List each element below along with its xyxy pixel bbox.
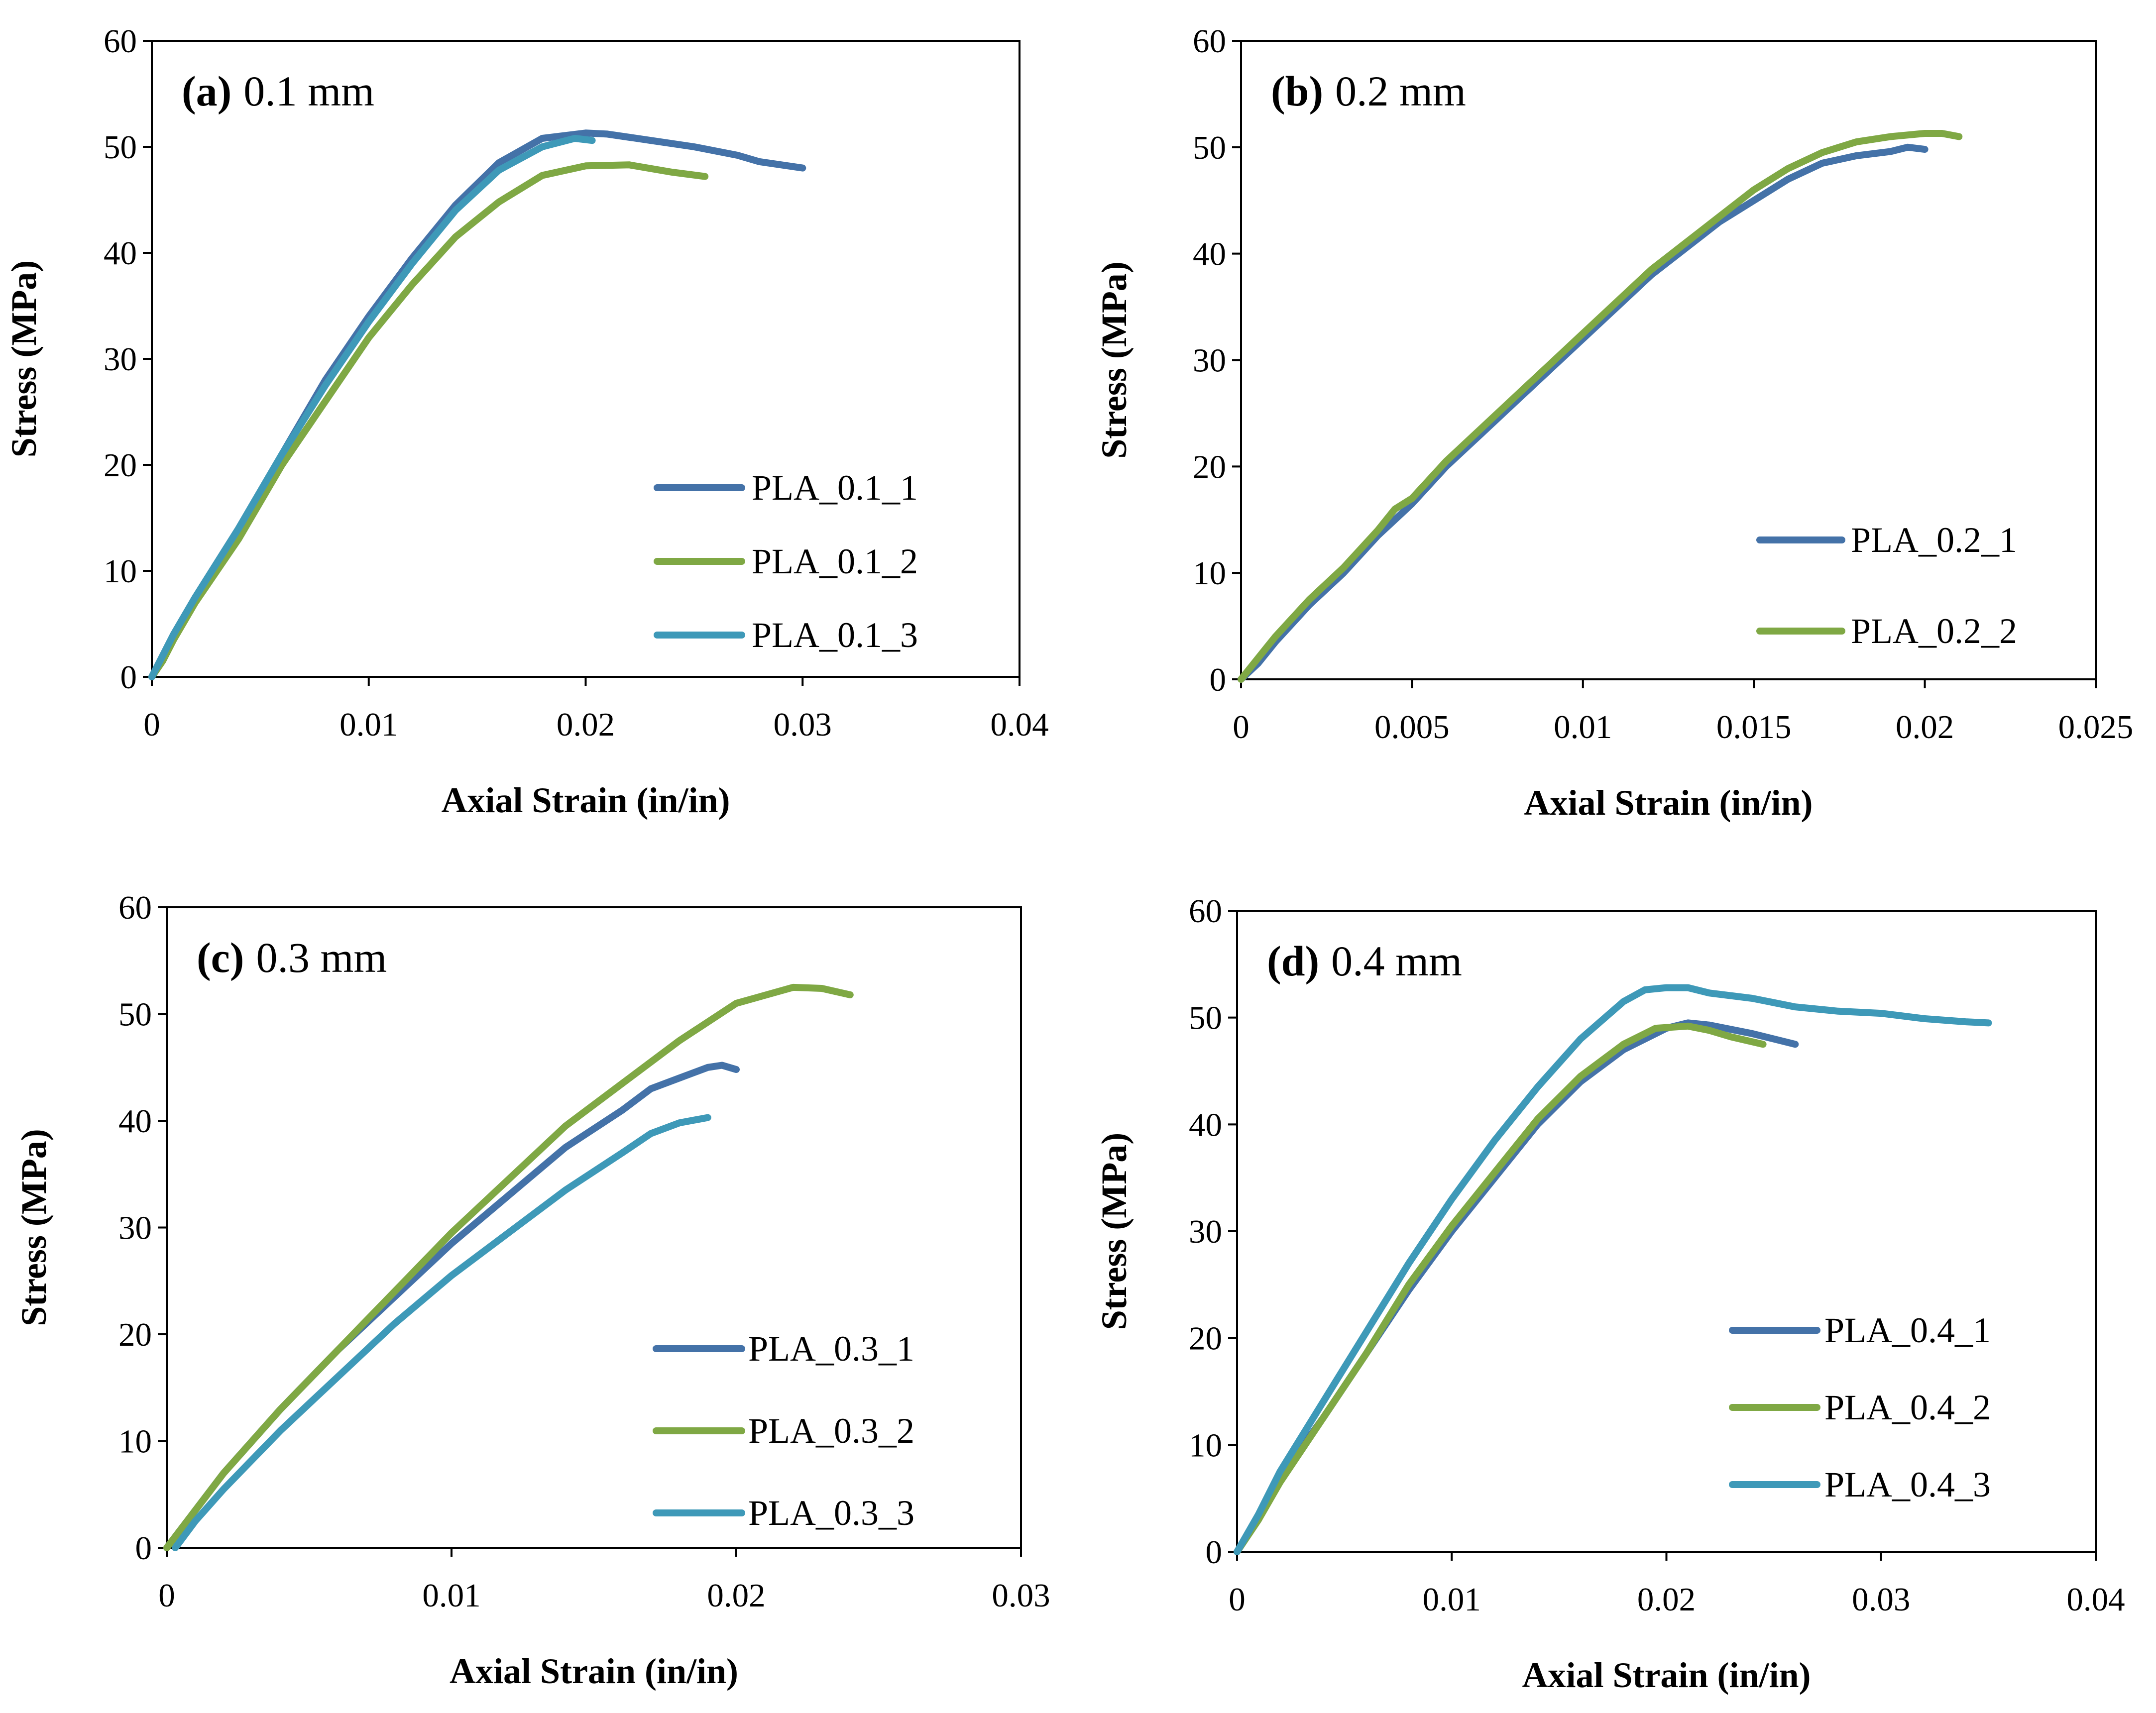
legend-label: PLA_0.2_2 (1851, 611, 2017, 651)
x-tick-label: 0.02 (557, 706, 615, 743)
legend-label: PLA_0.4_3 (1824, 1465, 1991, 1504)
y-tick-label: 60 (104, 23, 137, 60)
y-tick-label: 40 (1189, 1106, 1222, 1143)
series-line-PLA_0.4_1 (1234, 1019, 1799, 1555)
panel-caption: 0.2 mm (1335, 67, 1466, 115)
x-tick-label: 0 (1229, 1581, 1246, 1618)
x-tick-label: 0 (158, 1577, 175, 1614)
legend-label: PLA_0.4_1 (1824, 1310, 1991, 1350)
x-tick-label: 0.03 (992, 1577, 1050, 1614)
x-tick-label: 0.01 (1554, 709, 1612, 746)
x-tick-label: 0.015 (1716, 709, 1792, 746)
series-line-PLA_0.4_3 (1234, 984, 1992, 1555)
panel-letter: (c) (197, 934, 244, 981)
series-line-PLA_0.4_2 (1234, 1022, 1767, 1555)
x-axis-title: Axial Strain (in/in) (1522, 1655, 1811, 1695)
y-tick-label: 60 (1189, 893, 1222, 930)
y-tick-label: 0 (135, 1530, 152, 1567)
y-tick-label: 30 (1189, 1213, 1222, 1250)
panel-caption: 0.4 mm (1331, 937, 1462, 985)
x-tick-label: 0.02 (1896, 709, 1954, 746)
y-axis-title: Stress (MPa) (1094, 261, 1134, 459)
y-tick-label: 0 (1206, 1534, 1223, 1571)
y-axis-title: Stress (MPa) (4, 260, 44, 458)
x-tick-label: 0.02 (1637, 1581, 1696, 1618)
x-tick-label: 0.04 (990, 706, 1048, 743)
y-tick-label: 20 (1189, 1320, 1222, 1357)
legend-label: PLA_0.2_1 (1851, 520, 2017, 560)
legend-label: PLA_0.4_2 (1824, 1388, 1991, 1427)
panel-letter: (b) (1271, 67, 1323, 115)
x-tick-label: 0.005 (1374, 709, 1450, 746)
y-tick-label: 50 (1193, 129, 1226, 166)
x-axis-title: Axial Strain (in/in) (1524, 783, 1813, 823)
panel-caption: 0.3 mm (256, 934, 387, 981)
y-tick-label: 40 (118, 1103, 152, 1140)
y-tick-label: 40 (1193, 236, 1226, 273)
chart-panel-c: 0 10 20 30 40 50 60 0 0.01 0.02 0.03 Axial Strain (… (14, 889, 1050, 1691)
x-tick-label: 0 (143, 706, 160, 743)
y-tick-label: 0 (120, 659, 137, 696)
chart-panel-a: 0 10 20 30 40 50 60 0 0.01 0.02 0.03 0.04 Axial Stra… (4, 23, 1049, 820)
y-tick-label: 50 (1189, 1000, 1222, 1037)
y-axis-title: Stress (MPa) (1094, 1133, 1134, 1330)
chart-panel-b: 0 10 20 30 40 50 60 0 0.005 0.01 0.015 0.02 0.025 Axi… (1094, 23, 2133, 823)
chart-panel-d: 0 10 20 30 40 50 60 0 0.01 0.02 0.03 0.04 Axial Stra… (1094, 893, 2125, 1695)
panel-caption: 0.1 mm (243, 67, 374, 115)
series-line-PLA_0.1_1 (148, 129, 806, 680)
panel-letter: (a) (182, 67, 231, 115)
legend-label: PLA_0.3_1 (748, 1329, 914, 1369)
panel-title: (d) 0.4 mm (1267, 937, 1462, 985)
x-axis-title: Axial Strain (in/in) (450, 1651, 738, 1691)
plot-frame (166, 906, 1022, 1549)
x-tick-label: 0.01 (422, 1577, 480, 1614)
y-tick-label: 0 (1210, 661, 1227, 698)
y-tick-label: 50 (118, 996, 152, 1033)
legend-label: PLA_0.3_2 (748, 1411, 914, 1451)
y-tick-label: 50 (104, 129, 137, 166)
plot-frame (1240, 40, 2097, 680)
x-tick-label: 0.025 (2058, 709, 2134, 746)
x-tick-label: 0.01 (1423, 1581, 1481, 1618)
y-tick-label: 10 (104, 553, 137, 590)
y-tick-label: 30 (104, 341, 137, 378)
y-tick-label: 60 (1193, 23, 1226, 60)
series-line-PLA_0.3_2 (163, 983, 854, 1551)
panel-letter: (d) (1267, 937, 1319, 985)
x-tick-label: 0.04 (2066, 1581, 2125, 1618)
x-tick-label: 0.03 (774, 706, 832, 743)
legend-label: PLA_0.1_2 (752, 541, 918, 581)
y-axis-title: Stress (MPa) (14, 1129, 54, 1326)
x-tick-label: 0.03 (1852, 1581, 1910, 1618)
y-tick-label: 20 (1193, 448, 1226, 485)
panel-title: (c) 0.3 mm (197, 934, 387, 981)
y-tick-label: 40 (104, 235, 137, 272)
series-line-PLA_0.1_3 (148, 135, 596, 680)
x-tick-label: 0.02 (707, 1577, 765, 1614)
legend-label: PLA_0.3_3 (748, 1493, 914, 1533)
x-axis-title: Axial Strain (in/in) (441, 780, 730, 820)
plot-frame (1236, 910, 2097, 1553)
legend-label: PLA_0.1_1 (752, 468, 918, 508)
y-tick-label: 20 (118, 1316, 152, 1353)
x-tick-label: 0.01 (340, 706, 398, 743)
series-line-PLA_0.2_2 (1238, 130, 1963, 683)
y-tick-label: 20 (104, 447, 137, 484)
y-tick-label: 60 (118, 889, 152, 926)
panel-title: (b) 0.2 mm (1271, 67, 1466, 115)
series-line-PLA_0.2_1 (1238, 143, 1929, 683)
y-tick-label: 10 (1189, 1427, 1222, 1464)
y-tick-label: 30 (1193, 342, 1226, 379)
series-line-PLA_0.3_3 (172, 1114, 711, 1551)
legend-label: PLA_0.1_3 (752, 615, 918, 655)
panel-title: (a) 0.1 mm (182, 67, 374, 115)
y-tick-label: 10 (1193, 555, 1226, 592)
y-tick-label: 30 (118, 1210, 152, 1247)
x-tick-label: 0 (1233, 709, 1249, 746)
y-tick-label: 10 (118, 1423, 152, 1460)
